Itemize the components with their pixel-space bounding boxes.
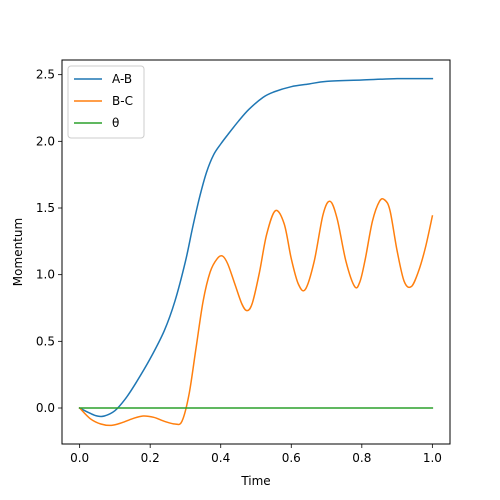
y-tick-label: 2.5 — [36, 68, 55, 82]
legend-box — [67, 65, 145, 139]
legend-label-1: A-B — [112, 72, 132, 86]
x-tick-label: 0.4 — [211, 451, 230, 465]
x-tick-label: 0.2 — [141, 451, 160, 465]
series-line-2 — [78, 198, 434, 427]
x-tick-label: 0.8 — [352, 451, 371, 465]
y-axis-ticks: 0.0 0.5 1.0 1.5 2.0 2.5 — [36, 68, 62, 415]
y-tick-label: 1.5 — [36, 201, 55, 215]
x-axis-ticks: 0.0 0.2 0.4 0.6 0.8 1.0 — [70, 444, 442, 465]
y-tick-label: 2.0 — [36, 134, 55, 148]
legend: A-B B-C θ — [67, 65, 145, 139]
y-tick-label: 0.5 — [36, 334, 55, 348]
y-tick-label: 0.0 — [36, 401, 55, 415]
y-axis-label: Momentum — [11, 218, 25, 286]
plot-frame — [61, 59, 451, 445]
y-tick-label: 1.0 — [36, 268, 55, 282]
legend-label-3: θ — [112, 116, 119, 130]
x-axis-label: Time — [240, 474, 270, 488]
x-tick-label: 1.0 — [423, 451, 442, 465]
series-layer — [78, 77, 434, 427]
x-tick-label: 0.6 — [282, 451, 301, 465]
x-tick-label: 0.0 — [70, 451, 89, 465]
legend-label-2: B-C — [112, 94, 133, 108]
